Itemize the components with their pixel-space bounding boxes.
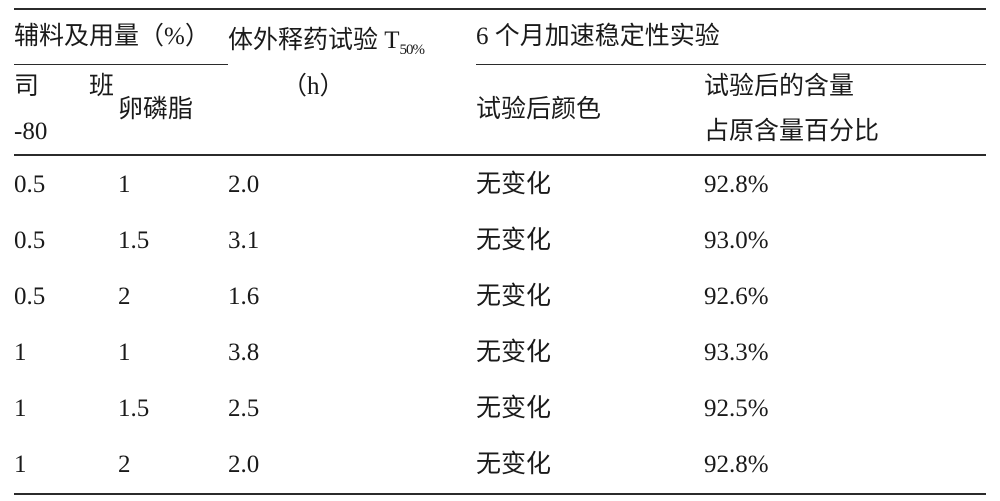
cell-t50: 2.0 [228,452,476,477]
header-t50-sub: 50% [400,42,425,58]
cell-span80: 0.5 [0,172,118,197]
cell-span80: 0.5 [0,228,118,253]
cell-color: 无变化 [476,452,704,477]
header-content-after-1: 试验后的含量 [704,73,854,100]
table-row: 0.5 1 2.0 无变化 92.8% [0,156,1000,212]
header-t50-line1: 体外释药试验 T [228,27,400,54]
cell-color: 无变化 [476,340,704,365]
cell-t50: 1.6 [228,284,476,309]
cell-content: 93.0% [704,228,1000,253]
cell-span80: 1 [0,396,118,421]
cell-color: 无变化 [476,396,704,421]
cell-lecithin: 1.5 [118,228,228,253]
header-row-2: 司 班 -80 卵磷脂 试验后颜色 试验后的含量 占原含量百分比 [0,64,1000,154]
cell-lecithin: 1 [118,172,228,197]
cell-t50: 2.5 [228,396,476,421]
cell-lecithin: 1 [118,340,228,365]
header-content-after: 试验后的含量 占原含量百分比 [704,64,1000,154]
cell-lecithin: 2 [118,452,228,477]
header-color-after: 试验后颜色 [476,64,704,154]
header-content-after-2: 占原含量百分比 [704,118,879,145]
cell-color: 无变化 [476,228,704,253]
data-table: 辅料及用量（%） 6 个月加速稳定性实验 体外释药试验 T50% （h） 司班 … [0,0,1000,501]
cell-content: 92.6% [704,284,1000,309]
table-row: 1 2 2.0 无变化 92.8% [0,437,1000,493]
table-row: 1 1.5 2.5 无变化 92.5% [0,381,1000,437]
cell-color: 无变化 [476,284,704,309]
cell-span80: 0.5 [0,284,118,309]
header-span80-a: 司 [14,73,39,100]
header-group-stability: 6 个月加速稳定性实验 [476,8,1000,64]
table-row: 0.5 1.5 3.1 无变化 93.0% [0,212,1000,268]
header-span80-b: 班 [89,73,114,100]
cell-lecithin: 1.5 [118,396,228,421]
table-row: 1 1 3.8 无变化 93.3% [0,325,1000,381]
header-span80: 司 班 -80 [0,64,118,154]
cell-content: 92.5% [704,396,1000,421]
header-lecithin: 卵磷脂 [118,64,228,154]
cell-color: 无变化 [476,172,704,197]
header-group-excipients: 辅料及用量（%） [0,8,228,64]
rule-bottom [14,493,986,495]
table-row: 0.5 2 1.6 无变化 92.6% [0,268,1000,324]
cell-content: 93.3% [704,340,1000,365]
cell-span80: 1 [0,452,118,477]
cell-t50: 3.8 [228,340,476,365]
cell-t50: 2.0 [228,172,476,197]
header-row-1: 辅料及用量（%） 6 个月加速稳定性实验 [0,8,1000,64]
cell-span80: 1 [0,340,118,365]
header-span80-c: -80 [14,118,47,145]
cell-t50: 3.1 [228,228,476,253]
cell-content: 92.8% [704,172,1000,197]
table-body: 0.5 1 2.0 无变化 92.8% 0.5 1.5 3.1 无变化 93.0… [0,156,1000,493]
cell-lecithin: 2 [118,284,228,309]
header-t50-col-spacer [228,64,476,154]
cell-content: 92.8% [704,452,1000,477]
